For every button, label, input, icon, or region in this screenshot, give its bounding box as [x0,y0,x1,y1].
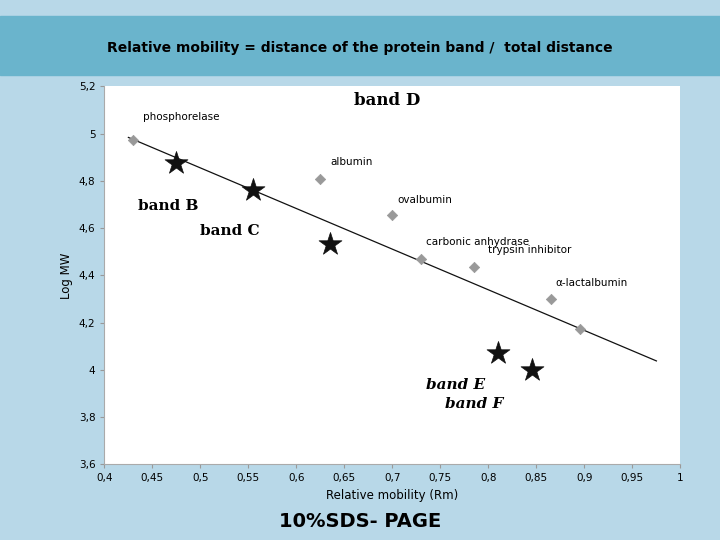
Text: carbonic anhydrase: carbonic anhydrase [426,237,529,247]
Text: band C: band C [200,224,260,238]
Point [171,159,182,167]
Text: 10%SDS- PAGE: 10%SDS- PAGE [279,511,441,531]
X-axis label: Relative mobility (Rm): Relative mobility (Rm) [326,489,459,502]
Point [315,174,326,183]
Point [468,263,480,272]
Text: trypsin inhibitor: trypsin inhibitor [488,245,572,255]
Text: Relative mobility = distance of the protein band /  total distance: Relative mobility = distance of the prot… [107,41,613,55]
Bar [0,16,720,75]
Text: albumin: albumin [330,157,372,167]
Point [574,324,585,333]
Text: band B: band B [138,199,199,213]
Text: phosphorelase: phosphorelase [143,112,220,122]
Text: band D: band D [354,92,420,109]
Point [324,239,336,248]
Point [387,211,398,219]
Point [127,135,139,144]
Y-axis label: Log MW: Log MW [60,252,73,299]
Point [415,254,427,263]
Text: band F: band F [445,397,503,411]
Point [492,349,504,357]
Point [545,295,557,303]
Point [526,366,537,374]
Text: α-lactalbumin: α-lactalbumin [556,279,628,288]
Text: band E: band E [426,378,485,392]
Text: ovalbumin: ovalbumin [397,194,452,205]
Point [248,186,259,195]
